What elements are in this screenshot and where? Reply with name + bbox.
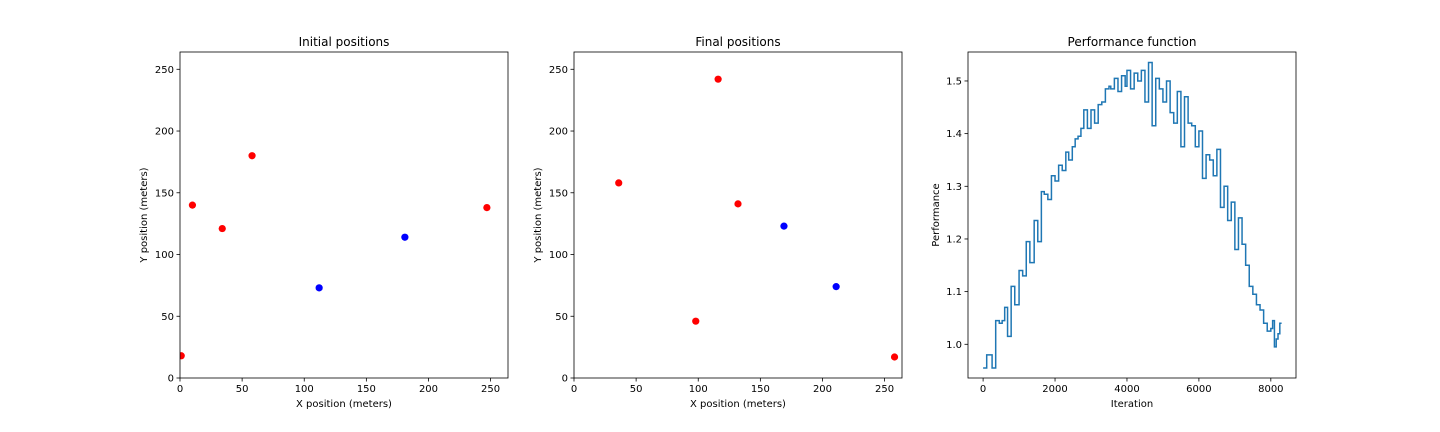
x-axis-label: X position (meters) (690, 399, 786, 410)
y-tick-label: 150 (549, 188, 568, 199)
x-tick-label: 2000 (1042, 384, 1067, 395)
y-tick-label: 1.5 (946, 76, 962, 87)
x-tick-label: 200 (419, 384, 438, 395)
chart-title: Performance function (1068, 35, 1197, 49)
y-tick-label: 0 (168, 374, 174, 385)
axes-frame (967, 51, 1297, 379)
y-tick-label: 250 (549, 65, 568, 76)
x-tick-label: 50 (236, 384, 249, 395)
y-tick-label: 1.2 (946, 234, 962, 245)
axes-frame (573, 51, 903, 379)
x-axis-label: X position (meters) (296, 399, 392, 410)
y-tick-label: 200 (155, 127, 174, 138)
x-tick-label: 8000 (1258, 384, 1283, 395)
x-tick-label: 250 (481, 384, 500, 395)
x-tick-label: 100 (689, 384, 708, 395)
blue-point (780, 222, 788, 230)
x-axis-label: Iteration (1111, 399, 1153, 410)
y-tick-label: 100 (549, 250, 568, 261)
x-tick-label: 0 (980, 384, 986, 395)
y-tick-label: 250 (155, 65, 174, 76)
red-point (890, 353, 899, 361)
y-tick-label: 150 (155, 188, 174, 199)
final-positions-plot: 0 50 100 150 200 250 0 50 100 150 200 250 Final posi… (533, 35, 903, 410)
red-point (692, 317, 700, 325)
x-tick-label: 0 (177, 384, 183, 395)
y-tick-label: 50 (555, 312, 568, 323)
y-tick-label: 1.4 (946, 129, 962, 140)
y-axis-label: Performance (931, 183, 942, 246)
red-point (218, 224, 226, 233)
x-tick-label: 6000 (1186, 384, 1211, 395)
y-tick-label: 0 (562, 374, 568, 385)
x-tick-label: 200 (813, 384, 832, 395)
x-tick-label: 100 (295, 384, 314, 395)
x-tick-label: 4000 (1114, 384, 1139, 395)
y-tick-label: 1.1 (946, 287, 962, 298)
plot-area (615, 75, 899, 361)
initial-positions-plot: 0 50 100 150 200 250 0 50 100 150 200 250 Initial po… (139, 35, 509, 410)
chart-title: Initial positions (299, 35, 390, 49)
axes-frame (179, 51, 509, 379)
blue-point (401, 233, 409, 241)
performance-line (983, 61, 1282, 369)
chart-title: Final positions (695, 35, 780, 49)
plot-area (983, 61, 1282, 369)
y-tick-label: 1.3 (946, 182, 962, 193)
x-tick-label: 50 (630, 384, 643, 395)
blue-point (315, 284, 323, 292)
red-point (714, 75, 722, 83)
x-tick-label: 150 (357, 384, 376, 395)
plot-area (180, 152, 491, 360)
x-tick-label: 150 (751, 384, 770, 395)
red-point (615, 179, 623, 187)
y-axis-label: Y position (meters) (139, 167, 150, 263)
y-axis-label: Y position (meters) (533, 167, 544, 263)
red-point (180, 352, 185, 360)
y-tick-label: 1.0 (946, 340, 962, 351)
y-tick-label: 200 (549, 127, 568, 138)
x-tick-label: 0 (571, 384, 577, 395)
red-point (188, 201, 197, 209)
blue-point (832, 283, 840, 291)
x-tick-label: 250 (875, 384, 894, 395)
red-point (248, 152, 256, 160)
performance-plot: 0 2000 4000 6000 8000 1.0 1.1 1.2 1.3 1.4 1.5 Perfo… (931, 35, 1297, 410)
red-point (734, 200, 742, 208)
red-point (483, 203, 491, 212)
y-tick-label: 50 (161, 312, 174, 323)
y-tick-label: 100 (155, 250, 174, 261)
